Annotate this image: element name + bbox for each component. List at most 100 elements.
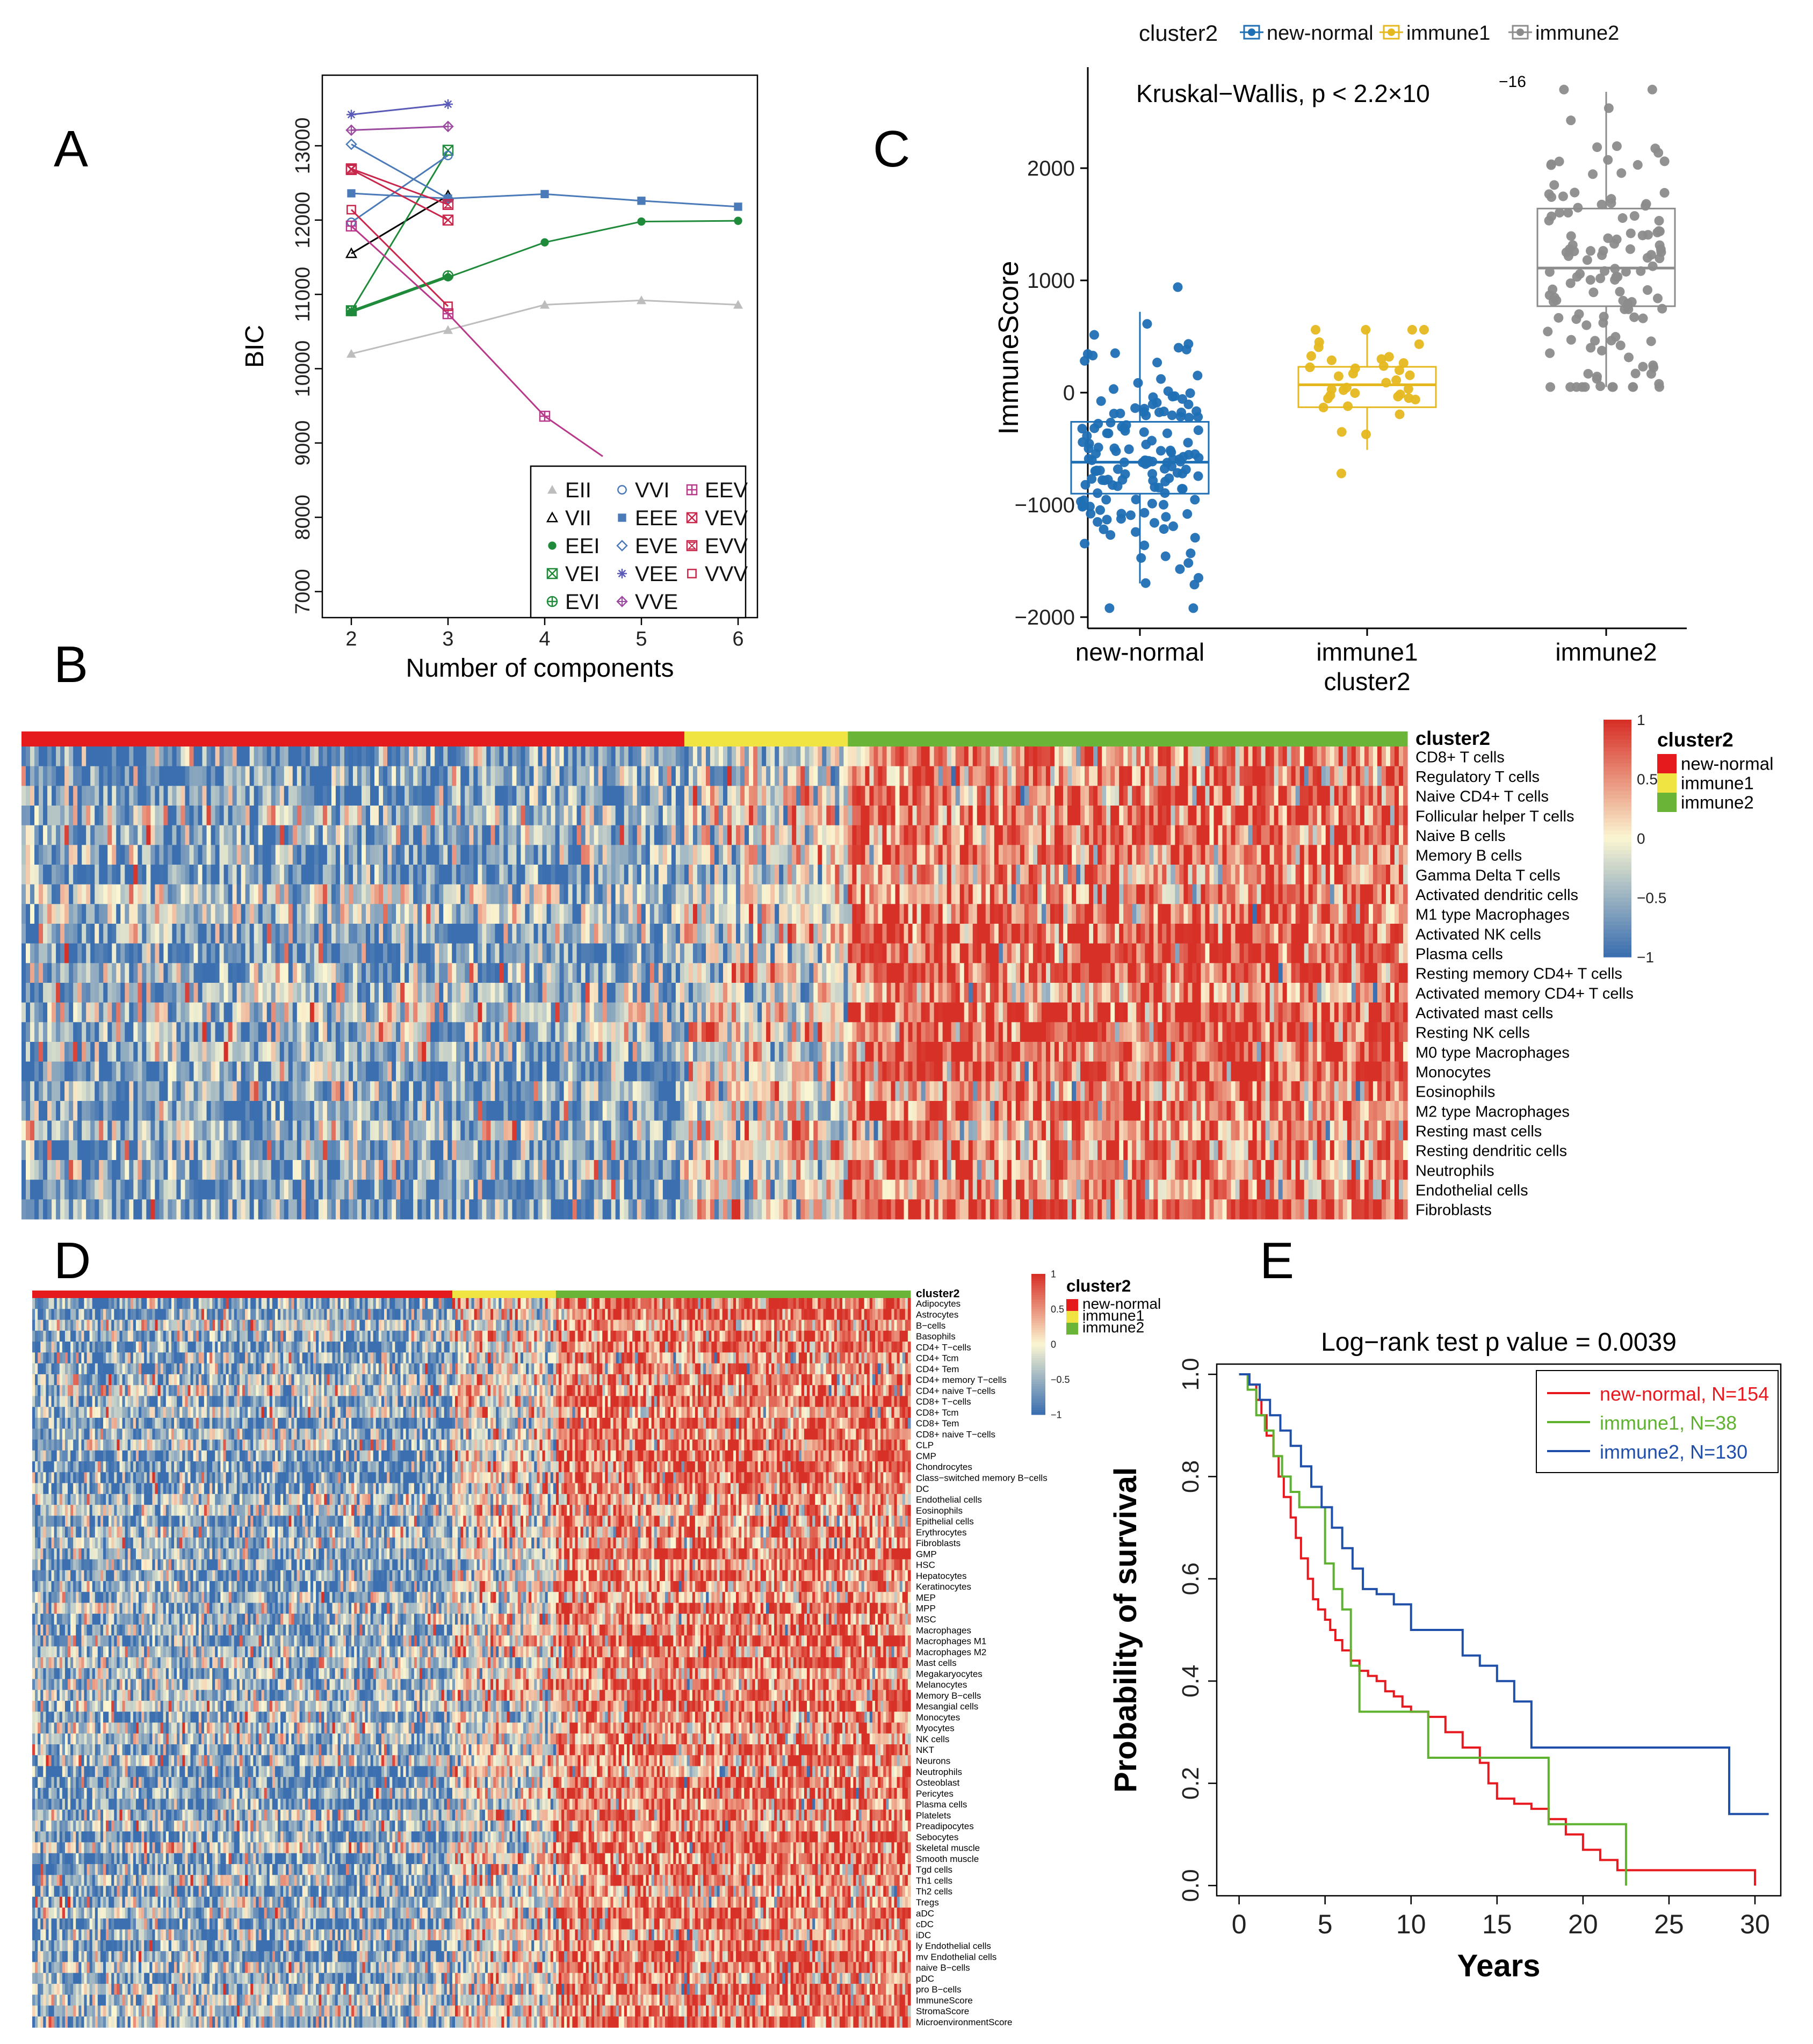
heatmap-cell (133, 806, 138, 825)
heatmap-cell (370, 865, 375, 885)
heatmap-cell (1153, 766, 1158, 786)
heatmap-cell (90, 845, 95, 865)
heatmap-cell (826, 786, 831, 806)
heatmap-cell (757, 904, 762, 924)
heatmap-cell (1253, 865, 1258, 885)
heatmap-cell (697, 983, 702, 1003)
heatmap-cell (1313, 924, 1318, 944)
heatmap-cell (1399, 746, 1404, 766)
heatmap-cell (1192, 766, 1197, 786)
heatmap-cell (719, 806, 724, 825)
heatmap-cell (671, 904, 676, 924)
heatmap-cell (1097, 746, 1102, 766)
heatmap-cell (749, 746, 754, 766)
heatmap-cell (616, 924, 620, 944)
heatmap-cell (39, 1003, 44, 1023)
heatmap-cell (869, 746, 874, 766)
heatmap-cell (323, 885, 328, 904)
heatmap-cell (1140, 766, 1145, 786)
heatmap-cell (1119, 786, 1124, 806)
heatmap-cell (1123, 865, 1128, 885)
heatmap-cell (650, 904, 655, 924)
heatmap-cell (1205, 904, 1210, 924)
heatmap-cell (956, 825, 960, 845)
heatmap-cell (667, 885, 672, 904)
heatmap-cell (650, 825, 655, 845)
heatmap-cell (1136, 865, 1141, 885)
heatmap-cell (732, 983, 736, 1003)
heatmap-cell (964, 963, 969, 983)
heatmap-cell (986, 963, 991, 983)
heatmap-cell (1309, 963, 1313, 983)
heatmap-cell (26, 825, 31, 845)
heatmap-cell (702, 983, 706, 1003)
heatmap-cell (1136, 1003, 1141, 1023)
heatmap-cell (254, 746, 259, 766)
heatmap-cell (598, 885, 603, 904)
heatmap-cell (878, 1003, 883, 1023)
heatmap-cell (792, 766, 797, 786)
heatmap-cell (176, 845, 181, 865)
heatmap-cell (1399, 845, 1404, 865)
heatmap-cell (913, 1003, 918, 1023)
heatmap-cell (1231, 845, 1236, 865)
data-point-immune2 (1586, 343, 1595, 353)
heatmap-cell (340, 885, 345, 904)
heatmap-cell (52, 786, 56, 806)
heatmap-cell (770, 983, 775, 1003)
heatmap-cell (560, 865, 565, 885)
heatmap-cell (938, 904, 943, 924)
heatmap-cell (1007, 806, 1012, 825)
heatmap-cell (478, 944, 482, 963)
heatmap-cell (573, 786, 577, 806)
heatmap-cell (1153, 746, 1158, 766)
heatmap-cell (586, 924, 590, 944)
heatmap-cell (30, 983, 35, 1003)
heatmap-cell (887, 746, 892, 766)
heatmap-cell (508, 963, 512, 983)
heatmap-cell (250, 1003, 255, 1023)
heatmap-cell (503, 825, 508, 845)
heatmap-cell (284, 746, 289, 766)
heatmap-cell (1050, 963, 1055, 983)
heatmap-cell (727, 904, 732, 924)
heatmap-cell (116, 806, 121, 825)
heatmap-cell (146, 1003, 151, 1023)
heatmap-cell (697, 1003, 702, 1023)
heatmap-cell (374, 865, 379, 885)
cibersort-heatmap: cluster2CD8+ T cellsRegulatory T cellsNa… (21, 712, 1773, 1220)
heatmap-cell (1093, 1003, 1098, 1023)
heatmap-cell (1042, 746, 1046, 766)
heatmap-cell (951, 963, 956, 983)
data-point-immune2 (1616, 168, 1626, 178)
heatmap-cell (1270, 983, 1275, 1003)
heatmap-cell (684, 924, 689, 944)
heatmap-cell (39, 806, 44, 825)
heatmap-cell (26, 983, 31, 1003)
heatmap-cell (1119, 865, 1124, 885)
heatmap-cell (1162, 845, 1167, 865)
heatmap-cell (598, 806, 603, 825)
heatmap-cell (938, 865, 943, 885)
heatmap-cell (215, 1003, 220, 1023)
heatmap-cell (1300, 806, 1305, 825)
heatmap-cell (1403, 806, 1408, 825)
heatmap-cell (1093, 944, 1098, 963)
heatmap-cell (107, 746, 112, 766)
heatmap-cell (719, 845, 724, 865)
heatmap-cell (671, 746, 676, 766)
heatmap-cell (1360, 944, 1365, 963)
heatmap-cell (779, 924, 784, 944)
heatmap-cell (323, 845, 328, 865)
heatmap-cell (319, 924, 323, 944)
heatmap-cell (1007, 1003, 1012, 1023)
heatmap-cell (1128, 1003, 1132, 1023)
heatmap-cell (486, 766, 491, 786)
heatmap-cell (34, 904, 39, 924)
heatmap-cell (499, 865, 504, 885)
heatmap-cell (568, 865, 573, 885)
heatmap-cell (452, 944, 457, 963)
heatmap-cell (1072, 944, 1077, 963)
heatmap-cell (245, 845, 250, 865)
data-point-new-normal (1152, 358, 1162, 367)
